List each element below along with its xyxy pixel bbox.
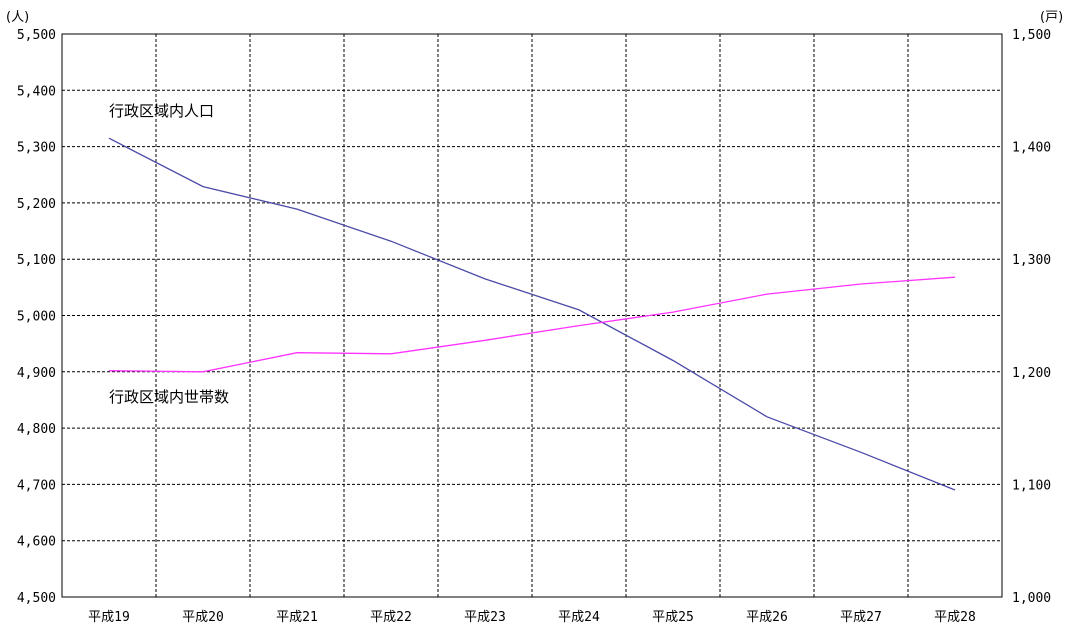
x-tick-label: 平成28 <box>934 610 976 625</box>
x-tick-label: 平成19 <box>88 610 130 625</box>
series-label-households: 行政区域内世帯数 <box>109 388 229 406</box>
left-tick-label: 5,100 <box>17 253 56 268</box>
right-axis-unit: (戸) <box>1040 10 1063 25</box>
left-axis-unit: (人) <box>6 10 29 25</box>
right-axis-ticks: 1,000 1,100 1,200 1,300 1,400 1,500 <box>1012 28 1051 606</box>
x-tick-label: 平成27 <box>840 610 882 625</box>
series-label-population: 行政区域内人口 <box>109 102 214 120</box>
series-line-population <box>108 137 956 491</box>
x-tick-label: 平成26 <box>746 610 788 625</box>
x-tick-label: 平成20 <box>182 610 224 625</box>
x-axis-ticks: 平成19 平成20 平成21 平成22 平成23 平成24 平成25 平成26 平成27 平成28 <box>88 610 976 625</box>
x-tick-label: 平成23 <box>464 610 506 625</box>
series-line-households <box>108 276 956 373</box>
left-tick-label: 5,300 <box>17 141 56 156</box>
right-tick-label: 1,300 <box>1012 253 1051 268</box>
right-tick-label: 1,000 <box>1012 591 1051 606</box>
left-tick-label: 4,500 <box>17 591 56 606</box>
x-tick-label: 平成22 <box>370 610 412 625</box>
x-tick-label: 平成21 <box>276 610 318 625</box>
right-tick-label: 1,200 <box>1012 366 1051 381</box>
left-tick-label: 5,000 <box>17 310 56 325</box>
left-tick-label: 4,800 <box>17 422 56 437</box>
grid-lines <box>62 34 1002 597</box>
left-tick-label: 5,500 <box>17 28 56 43</box>
right-tick-label: 1,500 <box>1012 28 1051 43</box>
plot-frame <box>61 33 1003 598</box>
left-tick-label: 5,400 <box>17 84 56 99</box>
left-tick-label: 4,600 <box>17 535 56 550</box>
left-tick-label: 4,700 <box>17 478 56 493</box>
left-axis-ticks: 4,500 4,600 4,700 4,800 4,900 5,000 5,100 5,200… <box>17 28 56 606</box>
x-tick-label: 平成24 <box>558 610 600 625</box>
x-tick-label: 平成25 <box>652 610 694 625</box>
left-tick-label: 5,200 <box>17 197 56 212</box>
right-tick-label: 1,400 <box>1012 141 1051 156</box>
left-tick-label: 4,900 <box>17 366 56 381</box>
right-tick-label: 1,100 <box>1012 478 1051 493</box>
